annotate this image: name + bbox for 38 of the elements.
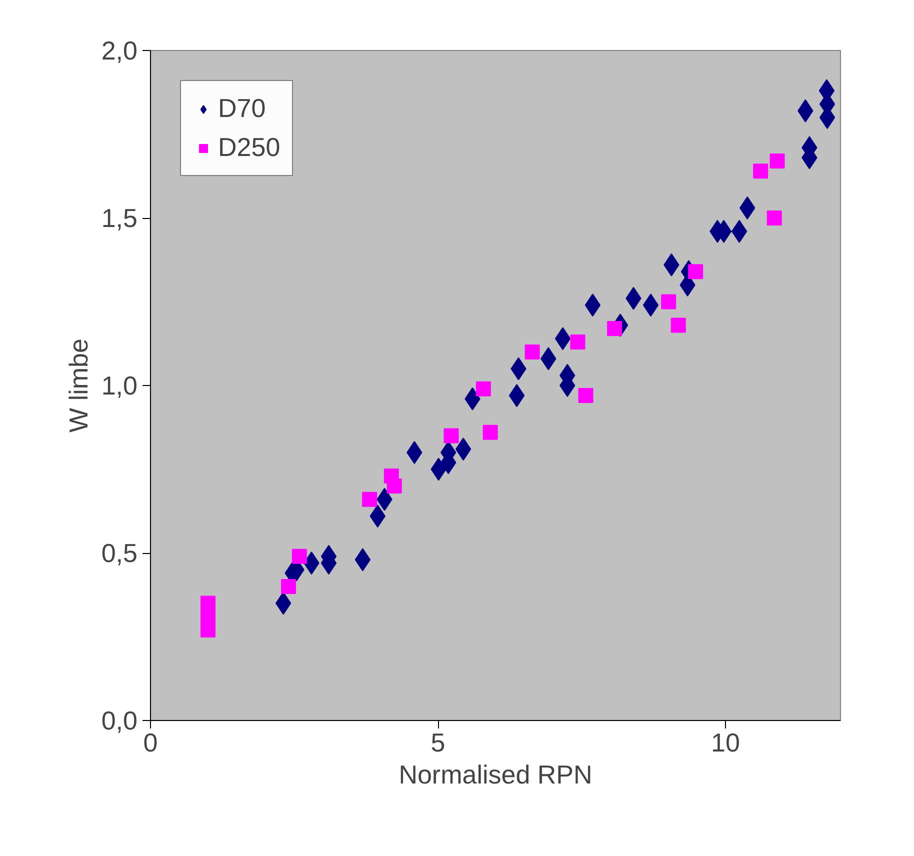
x-tick-label: 0 xyxy=(143,728,158,758)
point xyxy=(570,334,586,350)
x-axis-title: Normalised RPN xyxy=(398,760,592,790)
point xyxy=(524,344,540,360)
point xyxy=(482,424,498,440)
legend-label: D70 xyxy=(218,93,266,124)
point xyxy=(200,609,216,624)
legend-label: D250 xyxy=(218,132,280,163)
y-axis-title: W limbe xyxy=(63,338,94,432)
point xyxy=(584,294,601,317)
point xyxy=(554,327,571,350)
point xyxy=(642,294,659,317)
point xyxy=(661,294,676,310)
point xyxy=(731,220,748,243)
point xyxy=(354,548,371,572)
x-tick-label: 10 xyxy=(711,728,740,758)
point xyxy=(455,438,472,461)
point xyxy=(688,264,704,280)
point xyxy=(386,478,402,494)
point xyxy=(753,164,768,179)
point xyxy=(607,321,622,336)
y-tick-label: 1,0 xyxy=(101,370,138,400)
point xyxy=(292,548,307,564)
point xyxy=(770,154,785,169)
y-tick-label: 2,0 xyxy=(101,36,138,66)
y-tick-label: 1,5 xyxy=(101,203,138,233)
point xyxy=(670,318,686,333)
point xyxy=(578,388,594,404)
point xyxy=(476,381,491,396)
point xyxy=(362,492,378,507)
point xyxy=(766,210,782,226)
y-tick-label: 0,0 xyxy=(101,706,138,736)
point xyxy=(444,428,459,444)
point xyxy=(200,622,216,638)
point xyxy=(508,384,525,408)
y-tick-label: 0,5 xyxy=(101,538,138,568)
point xyxy=(281,579,296,594)
x-tick-label: 5 xyxy=(430,728,446,758)
